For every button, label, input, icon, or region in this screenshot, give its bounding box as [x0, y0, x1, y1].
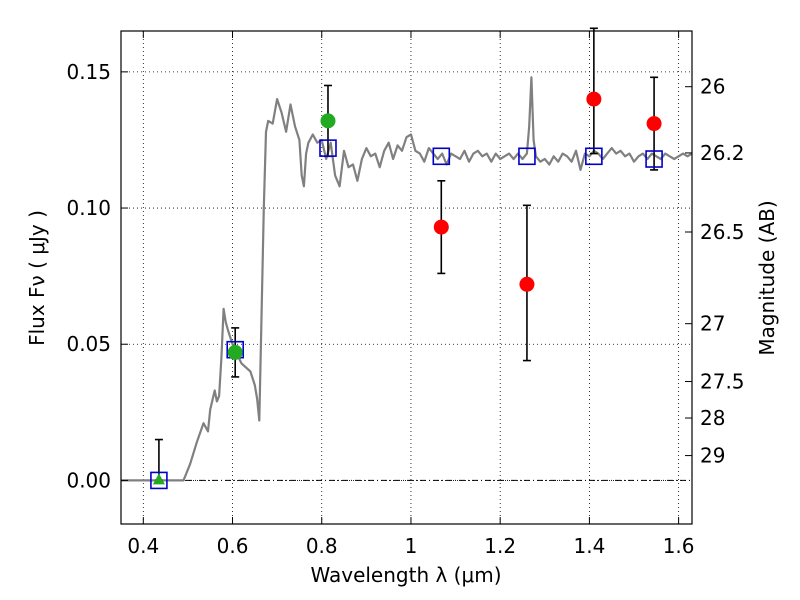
plot-frame: [120, 30, 693, 525]
x-tick-label: 0.6: [217, 534, 249, 558]
magnitude-tick-label: 27.5: [700, 370, 745, 394]
detection-point: [320, 113, 336, 129]
model-photometry-square: [645, 150, 663, 168]
data-markers: [150, 91, 663, 490]
high-z-point: [646, 116, 662, 132]
magnitude-tick-label: 29: [700, 444, 725, 468]
magnitude-axis-title: Magnitude (AB): [755, 200, 779, 355]
model-photometry-square: [585, 147, 603, 166]
y-tick-label: 0.15: [66, 60, 111, 84]
model-photometry-square: [150, 471, 168, 490]
magnitude-tick-label: 26.2: [700, 141, 745, 165]
model-photometry-square: [319, 139, 337, 157]
axis-ticks: [121, 31, 692, 524]
x-tick-label: 1: [405, 534, 418, 558]
x-tick-label: 1.4: [573, 534, 605, 558]
tick-labels: 0.4 0.6 0.8 1 1.2 1.4 1.6 0.00 0.05 0.10 0.15 26 26.…: [66, 60, 744, 558]
x-tick-label: 0.4: [127, 534, 159, 558]
y-tick-label: 0.05: [66, 332, 111, 356]
high-z-point: [586, 91, 602, 107]
y-tick-label: 0.10: [66, 196, 111, 220]
plot-background: [121, 31, 692, 524]
model-photometry-square: [432, 147, 451, 166]
magnitude-tick-label: 28: [700, 406, 725, 430]
magnitude-tick-label: 26: [700, 75, 725, 99]
y-axis-title: Flux Fν ( μJy ): [25, 210, 49, 346]
magnitude-tick-label: 27: [700, 312, 725, 336]
detection-point: [227, 344, 243, 360]
x-tick-label: 0.8: [306, 534, 338, 558]
high-z-point: [519, 276, 535, 292]
high-z-point: [433, 219, 449, 235]
detection-triangle: [152, 473, 165, 485]
y-tick-label: 0.00: [66, 468, 111, 492]
x-axis-title: Wavelength λ (μm): [310, 563, 501, 587]
model-photometry-square: [518, 147, 536, 166]
x-tick-label: 1.2: [484, 534, 516, 558]
x-tick-label: 1.6: [663, 534, 695, 558]
magnitude-tick-label: 26.5: [700, 220, 745, 244]
